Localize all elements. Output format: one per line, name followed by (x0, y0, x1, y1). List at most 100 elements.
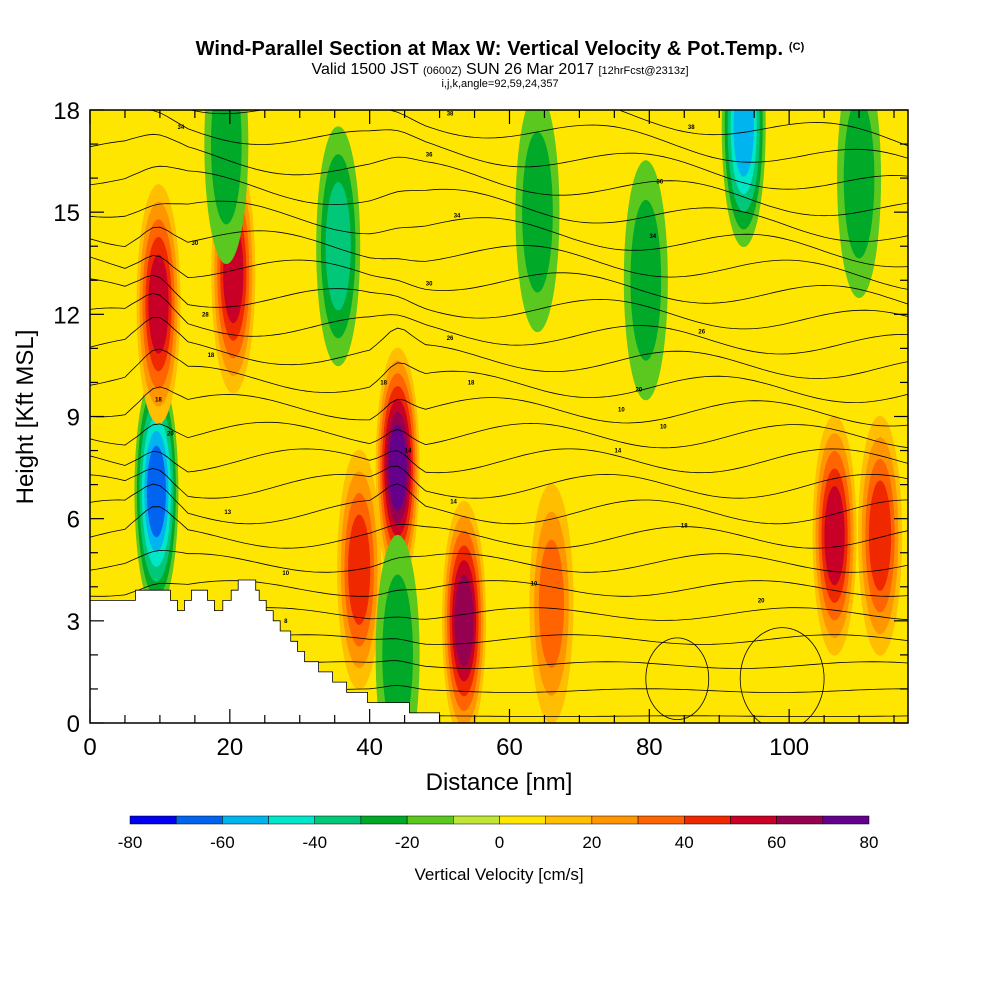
theta-contour-label: 10 (660, 425, 667, 431)
x-tick-label: 0 (83, 734, 96, 761)
colorbar-swatch (684, 815, 731, 825)
colorbar-swatch (268, 815, 315, 825)
theta-contour (90, 386, 908, 427)
velocity-cell (136, 184, 181, 425)
colorbar-swatch (175, 815, 223, 825)
velocity-cell (134, 371, 179, 612)
theta-contour-label: 14 (615, 449, 622, 455)
velocity-band (843, 110, 875, 259)
theta-contour (121, 110, 908, 190)
colorbar-tick-label: -20 (395, 833, 420, 852)
theta-contour-label: 20 (167, 432, 174, 438)
theta-contour-label: 18 (155, 397, 162, 403)
colorbar-swatch (591, 815, 639, 825)
theta-contours (90, 110, 908, 723)
colorbar-swatch (360, 815, 408, 825)
terrain (89, 579, 440, 724)
velocity-cell (858, 415, 903, 656)
colorbar-swatch (499, 815, 546, 825)
velocity-cell (721, 110, 766, 247)
theta-contour-label: 14 (450, 500, 457, 506)
velocity-band (348, 514, 371, 625)
chart-title: Wind-Parallel Section at Max W: Vertical… (0, 38, 1000, 61)
theta-contour (90, 465, 908, 499)
theta-contour (90, 226, 908, 290)
theta-contour-label: 18 (468, 380, 475, 386)
velocity-field (134, 110, 903, 723)
colorbar-tick-label: -80 (118, 833, 143, 852)
theta-contour-label: 36 (426, 152, 433, 158)
theta-contour-label: 34 (454, 214, 461, 220)
chart-subtitle: Valid 1500 JST (0600Z) SUN 26 Mar 2017 [… (0, 61, 1000, 79)
velocity-band (388, 424, 407, 511)
x-tick-label: 80 (636, 734, 663, 761)
theta-contour-label: 10 (618, 408, 625, 414)
theta-contour-label: 30 (192, 241, 199, 247)
colorbar-swatch (222, 815, 269, 825)
x-tick-label: 20 (216, 734, 243, 761)
x-tick-label: 40 (356, 734, 383, 761)
theta-contour (90, 549, 908, 573)
x-tick-label: 60 (496, 734, 523, 761)
copyright-mark: (C) (788, 41, 805, 53)
colorbar-swatch (453, 815, 500, 825)
chart-title-main: Wind-Parallel Section at Max W: Vertical… (195, 38, 784, 60)
velocity-cell (623, 160, 668, 401)
colorbar-tick-label: -40 (302, 833, 327, 852)
colorbar-swatch (730, 815, 777, 825)
theta-contour (90, 165, 908, 242)
velocity-cell (204, 110, 249, 265)
y-tick-label: 15 (53, 200, 80, 227)
colorbar-swatch (776, 815, 824, 825)
velocity-cell (442, 500, 487, 723)
velocity-cell (837, 110, 882, 299)
theta-contour (90, 133, 908, 217)
theta-contour-label: 13 (224, 510, 231, 516)
grid-indices: i,j,k,angle=92,59,24,357 (441, 78, 559, 90)
y-tick-label: 9 (67, 405, 80, 432)
theta-contour (617, 110, 908, 147)
y-tick-label: 0 (67, 711, 80, 738)
theta-contour-label: 34 (178, 125, 185, 131)
theta-contour-label: 38 (447, 111, 454, 117)
theta-contour-label: 14 (405, 449, 412, 455)
velocity-band (454, 575, 474, 667)
velocity-cell (316, 126, 361, 367)
velocity-band (211, 110, 242, 225)
theta-contour-label: 20 (635, 387, 642, 393)
colorbar-swatch (545, 815, 593, 825)
colorbar-label: Vertical Velocity [cm/s] (414, 865, 583, 884)
colorbar-tick-label: 40 (675, 833, 694, 852)
theta-contour (90, 293, 908, 355)
velocity-band (630, 199, 662, 361)
velocity-band (868, 480, 892, 591)
colorbar-swatch (314, 815, 362, 825)
theta-contour-label: 38 (688, 125, 695, 131)
velocity-band (148, 254, 169, 354)
y-axis-label: Height [Kft MSL] (12, 330, 39, 505)
velocity-band (325, 182, 351, 311)
velocity-band (733, 110, 754, 177)
theta-contour-label: 8 (284, 619, 288, 625)
colorbar-tick-label: 0 (495, 833, 504, 852)
theta-contour-label: 30 (426, 282, 433, 288)
theta-contour (188, 110, 908, 163)
theta-contour-label: 20 (758, 598, 765, 604)
theta-contour (90, 255, 908, 305)
theta-contour-label: 28 (202, 312, 209, 318)
theta-contour-label: 10 (531, 581, 538, 587)
valid-time: Valid 1500 JST (311, 61, 419, 78)
theta-contour (90, 448, 908, 474)
theta-contour (645, 637, 710, 720)
theta-contour-label: 10 (282, 571, 289, 577)
theta-contour (739, 627, 825, 723)
theta-contour (90, 421, 908, 449)
velocity-cell (812, 415, 857, 656)
theta-contour-label: 18 (208, 353, 215, 359)
velocity-cell (337, 449, 382, 690)
theta-contour-label: 18 (380, 380, 387, 386)
x-tick-label: 100 (769, 734, 809, 761)
theta-contour (90, 274, 908, 330)
colorbar-tick-label: 80 (860, 833, 879, 852)
